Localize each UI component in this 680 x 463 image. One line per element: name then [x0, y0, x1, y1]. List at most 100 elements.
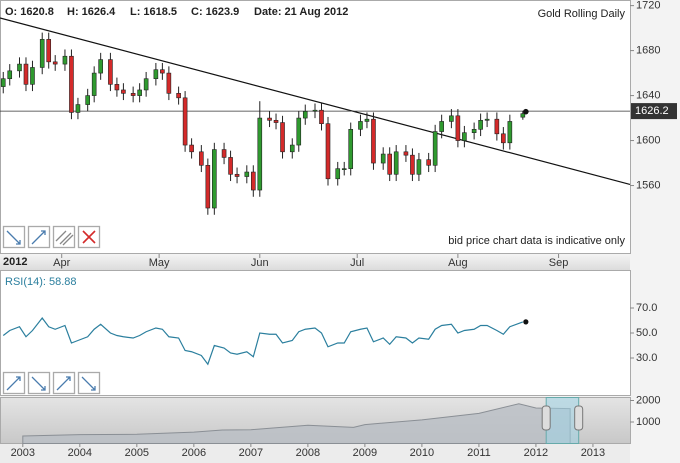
- x-tick-label: 2005: [125, 447, 149, 459]
- main-panel: [0, 0, 631, 254]
- rsi-last-dot: [523, 319, 529, 325]
- tool-button[interactable]: [27, 371, 51, 395]
- candle-body: [289, 144, 295, 153]
- current-price-box: [631, 103, 677, 120]
- candle-body: [325, 123, 331, 180]
- last-close-dot: [523, 108, 529, 115]
- candle-body: [387, 153, 392, 175]
- toolbar: [2, 225, 101, 395]
- candle-body: [267, 117, 272, 121]
- field-value: 1620.8: [20, 6, 54, 18]
- x-tick-label: 2006: [182, 447, 206, 459]
- header-field: Date: 21 Aug 2012: [254, 6, 348, 18]
- rsi-name: RSI(14):: [5, 276, 46, 288]
- x-tick-label: 2011: [467, 447, 491, 459]
- field-value: 1623.9: [206, 6, 240, 18]
- x-tick-label: Jul: [350, 257, 364, 269]
- navigator-handle[interactable]: [574, 405, 584, 431]
- candle-body: [75, 104, 81, 113]
- navigator-axis: [0, 444, 630, 463]
- x-tick-label: 2013: [581, 447, 605, 459]
- candle-body: [341, 168, 347, 170]
- candle-body: [228, 157, 233, 175]
- tool-icon: [6, 376, 21, 391]
- rsi-label: RSI(14): 58.88: [5, 276, 77, 288]
- field-label: L:: [130, 6, 140, 18]
- tool-icon: [31, 376, 46, 391]
- candle-body: [393, 151, 399, 175]
- y-tick-label: 1640: [636, 89, 660, 101]
- y-tick-label: 30.0: [636, 352, 657, 364]
- tool-icon: [55, 230, 74, 246]
- candle-body: [449, 115, 454, 122]
- candle-body: [182, 97, 188, 146]
- x-tick-label: Jun: [251, 257, 269, 269]
- x-tick-label: 2007: [239, 447, 263, 459]
- candle-body: [199, 151, 204, 166]
- tool-icon: [82, 230, 96, 244]
- field-label: H:: [67, 6, 79, 18]
- field-value: 1618.5: [143, 6, 177, 18]
- candle-body: [166, 72, 172, 94]
- tool-button[interactable]: [52, 225, 76, 249]
- candle-body: [302, 111, 308, 119]
- x-tick-label: Sep: [549, 257, 569, 269]
- candle-body: [494, 118, 500, 135]
- x-tick-label: 2008: [296, 447, 320, 459]
- x-tick-label: 2004: [68, 447, 92, 459]
- candle-body: [484, 118, 490, 121]
- candle-body: [462, 132, 467, 141]
- header-field: C: 1623.9: [191, 6, 239, 18]
- current-price-label: 1626.2: [635, 105, 669, 117]
- date-band: [0, 254, 630, 270]
- candle-body: [455, 115, 461, 141]
- candle-body: [410, 154, 415, 175]
- candle-body: [153, 69, 159, 80]
- candle-body: [348, 129, 354, 169]
- candle-body: [205, 164, 211, 209]
- candle-body: [137, 89, 142, 96]
- rsi-line: [2, 317, 524, 366]
- candle-body: [426, 159, 431, 166]
- candle-body: [403, 151, 409, 156]
- note: bid price chart data is indicative only: [448, 235, 625, 247]
- tool-button[interactable]: [77, 371, 101, 395]
- candle-body: [319, 109, 324, 124]
- tool-button[interactable]: [2, 225, 26, 249]
- y-tick-label: 1680: [636, 45, 660, 57]
- candle-body: [7, 70, 13, 80]
- candle-body: [23, 63, 29, 85]
- header-field: O: 1620.8: [5, 6, 54, 18]
- y-tick-label: 1560: [636, 179, 660, 191]
- x-tick-label: Apr: [53, 257, 70, 269]
- x-tick-label: May: [149, 257, 170, 269]
- header-field: L: 1618.5: [130, 6, 177, 18]
- header-field: H: 1626.4: [67, 6, 116, 18]
- candle-body: [30, 67, 35, 85]
- x-tick-label: 2009: [353, 447, 377, 459]
- y-tick-label: 70.0: [636, 302, 657, 314]
- candle-body: [416, 159, 422, 175]
- candle-body: [62, 55, 68, 65]
- y-tick-label: 1720: [636, 0, 660, 12]
- x-tick-label: 2010: [410, 447, 434, 459]
- trendline: [0, 17, 631, 185]
- tool-icon: [31, 230, 46, 245]
- x-tick-label: 2012: [524, 447, 548, 459]
- candle-body: [520, 113, 526, 118]
- candle-body: [335, 168, 341, 180]
- candle-body: [69, 55, 74, 113]
- candle-body: [507, 121, 513, 144]
- candle-body: [91, 72, 97, 96]
- candle-body: [212, 149, 217, 209]
- candle-body: [432, 131, 438, 166]
- candle-body: [143, 78, 149, 91]
- navigator-handle[interactable]: [541, 405, 551, 431]
- candle-body: [471, 129, 477, 133]
- candle-body: [478, 120, 483, 130]
- year-label: 2012: [3, 256, 27, 268]
- candle-body: [234, 173, 240, 177]
- rsi-value: 58.88: [49, 276, 77, 288]
- field-label: Date:: [254, 6, 282, 18]
